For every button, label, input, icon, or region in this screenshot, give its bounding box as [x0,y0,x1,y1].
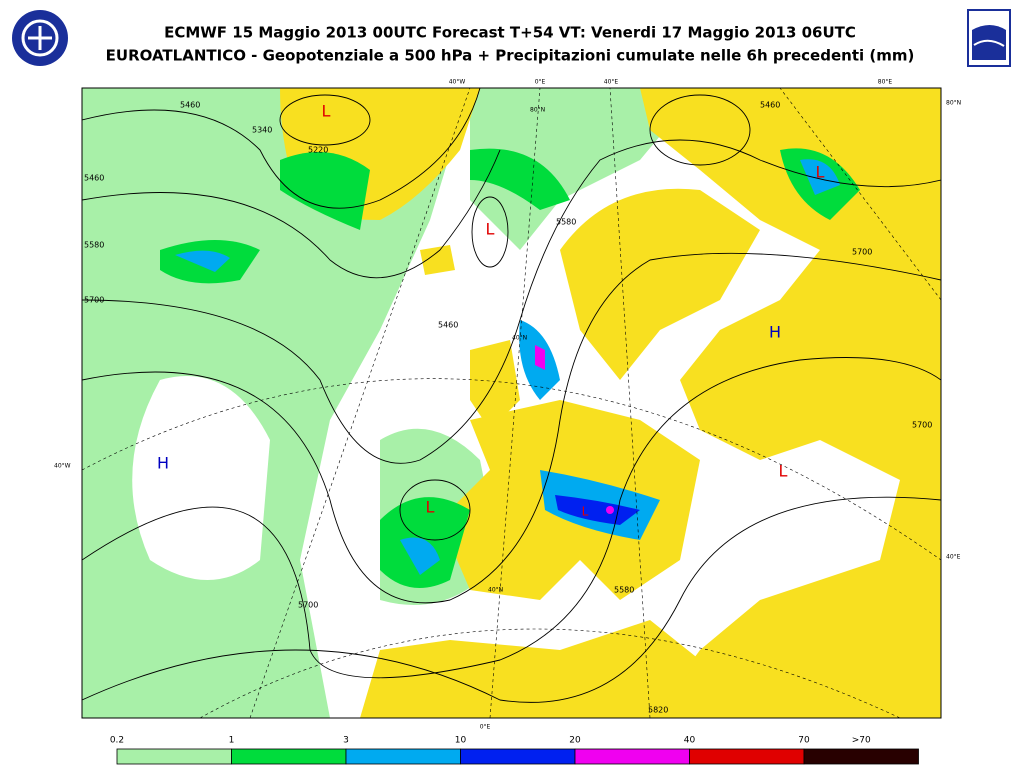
graticule-label: 40°E [604,79,619,86]
legend-label: 10 [455,736,467,746]
pressure-center: L [779,462,788,481]
contour-label: 5700 [84,296,104,305]
contour-label: 5220 [308,146,328,155]
graticule-label: 40°N [488,587,503,594]
legend-swatch [116,748,232,765]
contour-label: 5580 [614,586,634,595]
legend-label: 70 [798,736,810,746]
graticule-label: 40°W [449,79,466,86]
legend-label: 20 [569,736,581,746]
legend-label: 1 [229,736,235,746]
legend-label: 3 [343,736,349,746]
pressure-center: L [486,220,495,239]
legend-label: 0.2 [110,736,124,746]
subtitle: EUROATLANTICO - Geopotenziale a 500 hPa … [106,47,915,65]
contour-label: 5580 [556,218,576,227]
contour-label: 5460 [180,101,200,110]
legend-label: 40 [684,736,696,746]
pressure-center: L [322,102,331,121]
graticule-label: 0°E [480,724,491,731]
graticule-label: 0°E [535,79,546,86]
legend: 0.2 1 3 10 20 40 70 >70 [110,736,919,765]
legend-swatch [345,748,461,765]
contour-label: 5700 [298,601,318,610]
pressure-center: L [426,498,435,517]
contour-label: 5340 [252,126,272,135]
pressure-center: L [816,163,825,182]
pressure-center: H [769,323,781,342]
map: L L L H H L L L 5460 5340 5220 5460 5580… [54,79,961,731]
graticule-label: 80°N [530,107,545,114]
graticule-label: 40°E [946,554,961,561]
legend-swatch [574,748,690,765]
pressure-center: H [157,454,169,473]
contour-label: 5460 [438,321,458,330]
legend-swatch [460,748,576,765]
contour-label: 5460 [760,101,780,110]
legend-label: >70 [852,736,871,746]
graticule-label: 80°N [946,100,961,107]
contour-label: 5460 [84,174,104,183]
pressure-center: L [582,505,589,519]
contour-label: 5700 [852,248,872,257]
legend-swatch [803,748,919,765]
graticule-label: 40°W [54,463,71,470]
legend-swatch [231,748,347,765]
title: ECMWF 15 Maggio 2013 00UTC Forecast T+54… [164,24,856,42]
logo-left [12,10,68,66]
legend-swatch [689,748,805,765]
logo-right [967,9,1011,67]
graticule-label: 40°N [512,335,527,342]
contour-label: 5700 [912,421,932,430]
graticule-label: 80°E [878,79,893,86]
contour-label: 5820 [648,706,668,715]
contour-label: 5580 [84,241,104,250]
